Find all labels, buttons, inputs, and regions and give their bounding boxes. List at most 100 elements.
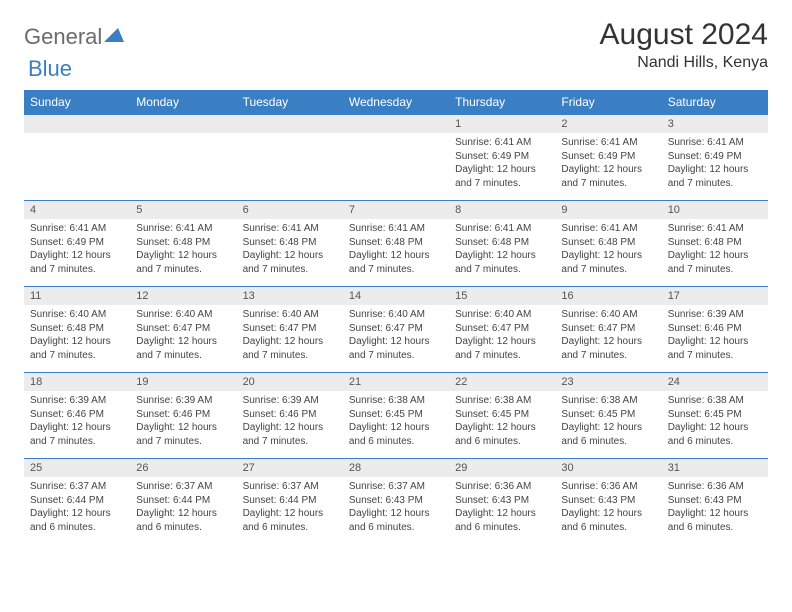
day-details: Sunrise: 6:41 AMSunset: 6:49 PMDaylight:… [555,133,661,196]
day-number: 13 [237,287,343,305]
day-cell: 26Sunrise: 6:37 AMSunset: 6:44 PMDayligh… [130,459,236,545]
day-details: Sunrise: 6:41 AMSunset: 6:49 PMDaylight:… [24,219,130,282]
day-details: Sunrise: 6:41 AMSunset: 6:48 PMDaylight:… [130,219,236,282]
day-details [343,133,449,183]
day-number [237,115,343,133]
weekday-header: Monday [130,90,236,115]
day-details: Sunrise: 6:39 AMSunset: 6:46 PMDaylight:… [130,391,236,454]
weekday-header: Thursday [449,90,555,115]
empty-cell [130,115,236,201]
day-number: 22 [449,373,555,391]
day-details: Sunrise: 6:38 AMSunset: 6:45 PMDaylight:… [662,391,768,454]
weekday-header: Friday [555,90,661,115]
day-details: Sunrise: 6:41 AMSunset: 6:48 PMDaylight:… [555,219,661,282]
day-cell: 27Sunrise: 6:37 AMSunset: 6:44 PMDayligh… [237,459,343,545]
day-details: Sunrise: 6:40 AMSunset: 6:48 PMDaylight:… [24,305,130,368]
day-cell: 14Sunrise: 6:40 AMSunset: 6:47 PMDayligh… [343,287,449,373]
calendar-table: SundayMondayTuesdayWednesdayThursdayFrid… [24,90,768,545]
day-details: Sunrise: 6:37 AMSunset: 6:43 PMDaylight:… [343,477,449,540]
day-details: Sunrise: 6:40 AMSunset: 6:47 PMDaylight:… [130,305,236,368]
day-cell: 19Sunrise: 6:39 AMSunset: 6:46 PMDayligh… [130,373,236,459]
day-number: 15 [449,287,555,305]
day-details: Sunrise: 6:41 AMSunset: 6:48 PMDaylight:… [237,219,343,282]
brand-text-blue: Blue [28,56,72,81]
day-details: Sunrise: 6:39 AMSunset: 6:46 PMDaylight:… [662,305,768,368]
day-details: Sunrise: 6:36 AMSunset: 6:43 PMDaylight:… [555,477,661,540]
day-cell: 22Sunrise: 6:38 AMSunset: 6:45 PMDayligh… [449,373,555,459]
day-cell: 6Sunrise: 6:41 AMSunset: 6:48 PMDaylight… [237,201,343,287]
calendar-row: 18Sunrise: 6:39 AMSunset: 6:46 PMDayligh… [24,373,768,459]
day-number [130,115,236,133]
weekday-header-row: SundayMondayTuesdayWednesdayThursdayFrid… [24,90,768,115]
day-number: 23 [555,373,661,391]
day-cell: 23Sunrise: 6:38 AMSunset: 6:45 PMDayligh… [555,373,661,459]
day-number: 31 [662,459,768,477]
calendar-row: 11Sunrise: 6:40 AMSunset: 6:48 PMDayligh… [24,287,768,373]
day-number: 28 [343,459,449,477]
day-cell: 9Sunrise: 6:41 AMSunset: 6:48 PMDaylight… [555,201,661,287]
day-cell: 18Sunrise: 6:39 AMSunset: 6:46 PMDayligh… [24,373,130,459]
day-number: 18 [24,373,130,391]
day-number: 4 [24,201,130,219]
day-cell: 16Sunrise: 6:40 AMSunset: 6:47 PMDayligh… [555,287,661,373]
brand-triangle-icon [104,26,124,49]
day-details: Sunrise: 6:38 AMSunset: 6:45 PMDaylight:… [343,391,449,454]
day-number: 2 [555,115,661,133]
empty-cell [237,115,343,201]
day-cell: 21Sunrise: 6:38 AMSunset: 6:45 PMDayligh… [343,373,449,459]
day-number: 25 [24,459,130,477]
day-cell: 15Sunrise: 6:40 AMSunset: 6:47 PMDayligh… [449,287,555,373]
day-details [237,133,343,183]
day-cell: 17Sunrise: 6:39 AMSunset: 6:46 PMDayligh… [662,287,768,373]
day-details: Sunrise: 6:41 AMSunset: 6:48 PMDaylight:… [662,219,768,282]
day-cell: 7Sunrise: 6:41 AMSunset: 6:48 PMDaylight… [343,201,449,287]
day-cell: 20Sunrise: 6:39 AMSunset: 6:46 PMDayligh… [237,373,343,459]
day-number [24,115,130,133]
day-number: 10 [662,201,768,219]
day-number: 19 [130,373,236,391]
weekday-header: Tuesday [237,90,343,115]
day-number: 14 [343,287,449,305]
day-details: Sunrise: 6:37 AMSunset: 6:44 PMDaylight:… [130,477,236,540]
day-number: 27 [237,459,343,477]
day-cell: 4Sunrise: 6:41 AMSunset: 6:49 PMDaylight… [24,201,130,287]
calendar-row: 4Sunrise: 6:41 AMSunset: 6:49 PMDaylight… [24,201,768,287]
brand-text-general: General [24,24,102,50]
day-cell: 28Sunrise: 6:37 AMSunset: 6:43 PMDayligh… [343,459,449,545]
day-number: 12 [130,287,236,305]
brand-logo: General [24,18,126,50]
day-details: Sunrise: 6:38 AMSunset: 6:45 PMDaylight:… [449,391,555,454]
day-cell: 13Sunrise: 6:40 AMSunset: 6:47 PMDayligh… [237,287,343,373]
day-details: Sunrise: 6:36 AMSunset: 6:43 PMDaylight:… [662,477,768,540]
day-details: Sunrise: 6:41 AMSunset: 6:48 PMDaylight:… [449,219,555,282]
weekday-header: Wednesday [343,90,449,115]
day-number: 6 [237,201,343,219]
day-number [343,115,449,133]
day-cell: 1Sunrise: 6:41 AMSunset: 6:49 PMDaylight… [449,115,555,201]
day-details: Sunrise: 6:38 AMSunset: 6:45 PMDaylight:… [555,391,661,454]
empty-cell [343,115,449,201]
day-number: 29 [449,459,555,477]
day-details: Sunrise: 6:41 AMSunset: 6:49 PMDaylight:… [449,133,555,196]
day-details: Sunrise: 6:41 AMSunset: 6:48 PMDaylight:… [343,219,449,282]
day-details [130,133,236,183]
day-cell: 24Sunrise: 6:38 AMSunset: 6:45 PMDayligh… [662,373,768,459]
day-cell: 8Sunrise: 6:41 AMSunset: 6:48 PMDaylight… [449,201,555,287]
weekday-header: Saturday [662,90,768,115]
day-details: Sunrise: 6:40 AMSunset: 6:47 PMDaylight:… [555,305,661,368]
day-cell: 30Sunrise: 6:36 AMSunset: 6:43 PMDayligh… [555,459,661,545]
day-details [24,133,130,183]
day-cell: 29Sunrise: 6:36 AMSunset: 6:43 PMDayligh… [449,459,555,545]
day-number: 16 [555,287,661,305]
day-cell: 25Sunrise: 6:37 AMSunset: 6:44 PMDayligh… [24,459,130,545]
empty-cell [24,115,130,201]
day-number: 8 [449,201,555,219]
day-cell: 5Sunrise: 6:41 AMSunset: 6:48 PMDaylight… [130,201,236,287]
day-number: 21 [343,373,449,391]
day-number: 5 [130,201,236,219]
calendar-row: 25Sunrise: 6:37 AMSunset: 6:44 PMDayligh… [24,459,768,545]
day-number: 30 [555,459,661,477]
day-cell: 31Sunrise: 6:36 AMSunset: 6:43 PMDayligh… [662,459,768,545]
day-cell: 12Sunrise: 6:40 AMSunset: 6:47 PMDayligh… [130,287,236,373]
day-cell: 10Sunrise: 6:41 AMSunset: 6:48 PMDayligh… [662,201,768,287]
